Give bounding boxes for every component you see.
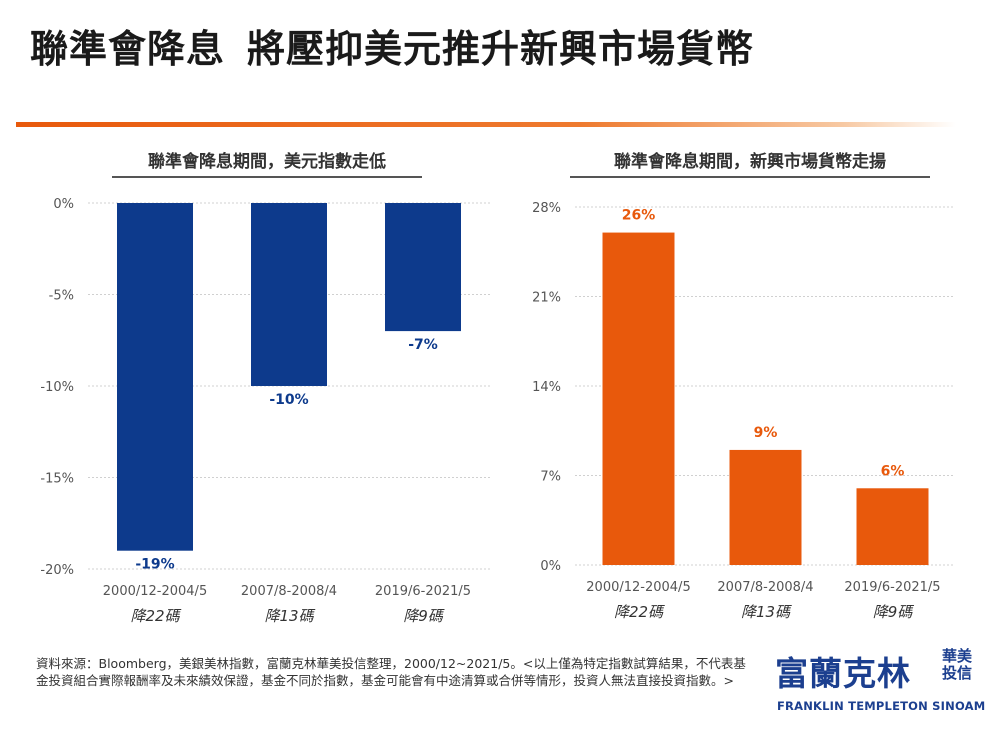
data-label: 9% — [754, 425, 778, 441]
data-label: -10% — [269, 392, 308, 408]
data-label: 26% — [622, 208, 656, 224]
x-tick-label: 2007/8-2008/4 — [241, 584, 337, 599]
bar-em-2 — [729, 449, 802, 565]
brand-english: FRANKLIN TEMPLETON SINOAM — [777, 699, 986, 713]
x-sublabel: 降9碼 — [873, 603, 915, 621]
brand-side-line2: 投信 — [941, 664, 972, 682]
brand-logo: 富蘭克林 華美 投信 FRANKLIN TEMPLETON SINOAM — [775, 645, 985, 715]
chart-usd-title-box: 聯準會降息期間，美元指數走低 — [112, 147, 422, 178]
x-sublabel: 降13碼 — [264, 607, 315, 625]
bar-usd-1 — [117, 203, 193, 551]
data-label: -7% — [408, 337, 438, 353]
chart-em-title-underline — [570, 176, 930, 178]
y-tick-label: -5% — [49, 289, 74, 304]
x-tick-label: 2007/8-2008/4 — [717, 580, 813, 595]
x-tick-label: 2019/6-2021/5 — [844, 580, 940, 595]
y-tick-label: -20% — [40, 563, 74, 578]
brand-name: 富蘭克林 — [775, 654, 911, 693]
y-tick-label: 0% — [540, 559, 561, 574]
x-sublabel: 降13碼 — [741, 603, 792, 621]
page-title-part1: 聯準會降息 — [30, 27, 226, 71]
y-tick-label: -10% — [40, 380, 74, 395]
bar-usd-2 — [251, 203, 327, 386]
chart-em-currency: 28% 21% 14% 7% 0% 26% 2000/12-2004/5 降22碼 9% 2007… — [532, 201, 955, 621]
y-tick-label: 28% — [532, 201, 561, 216]
chart-usd-title-underline — [112, 176, 422, 178]
y-tick-label: 14% — [532, 380, 561, 395]
brand-side-text: 華美 投信 — [937, 648, 977, 682]
bar-usd-3 — [385, 203, 461, 332]
y-tick-label: 0% — [53, 197, 74, 212]
bar-em-1 — [602, 232, 675, 566]
y-tick-label: 7% — [540, 470, 561, 485]
x-tick-label: 2019/6-2021/5 — [375, 584, 471, 599]
chart-em-title-box: 聯準會降息期間，新興市場貨幣走揚 — [570, 147, 930, 178]
y-tick-label: -15% — [40, 472, 74, 487]
page-title-part2: 將壓抑美元推升新興市場貨幣 — [247, 27, 755, 71]
data-label: 6% — [881, 463, 905, 479]
bar-em-3 — [856, 488, 929, 565]
chart-usd-title: 聯準會降息期間，美元指數走低 — [148, 152, 386, 172]
x-sublabel: 降22碼 — [614, 603, 665, 621]
x-sublabel: 降9碼 — [403, 607, 445, 625]
chart-usd-index: 0% -5% -10% -15% -20% -19% 2000/12-2004/5 降22碼 -… — [40, 197, 490, 625]
x-sublabel: 降22碼 — [130, 607, 181, 625]
brand-side-line1: 華美 — [941, 647, 972, 665]
x-tick-label: 2000/12-2004/5 — [103, 584, 207, 599]
data-label: -19% — [135, 557, 174, 573]
y-tick-label: 21% — [532, 291, 561, 306]
source-footnote: 資料來源：Bloomberg，美銀美林指數，富蘭克林華美投信整理，2000/12… — [36, 656, 746, 688]
accent-divider — [16, 122, 956, 127]
chart-em-title: 聯準會降息期間，新興市場貨幣走揚 — [614, 152, 886, 172]
page-title: 聯準會降息 將壓抑美元推升新興市場貨幣 — [30, 18, 970, 73]
x-tick-label: 2000/12-2004/5 — [586, 580, 690, 595]
